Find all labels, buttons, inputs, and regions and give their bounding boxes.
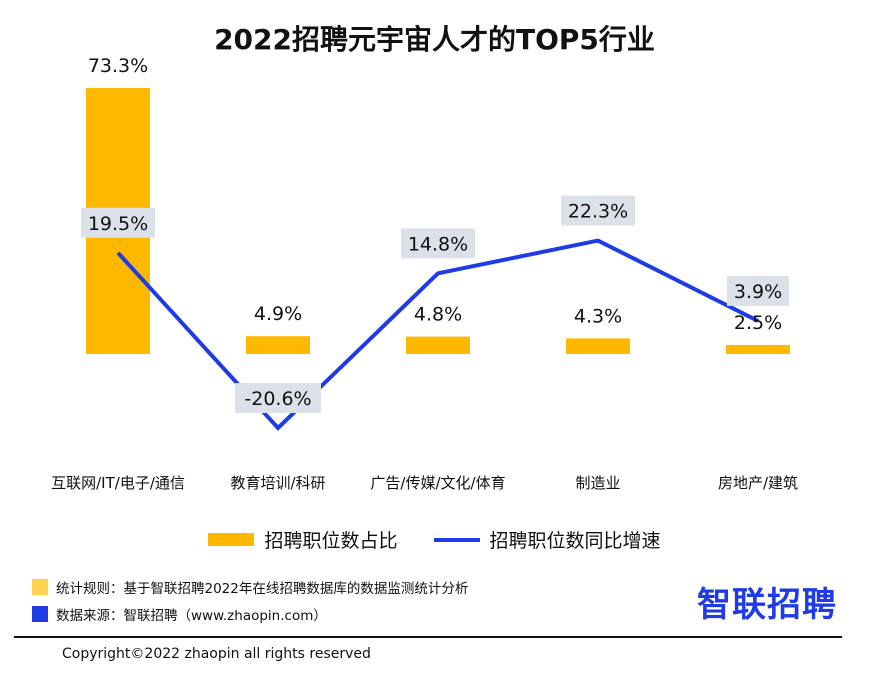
bar-4 xyxy=(726,344,790,354)
footer-divider xyxy=(14,636,842,638)
line-label-box-0 xyxy=(81,207,155,238)
category-label-1: 教育培训/科研 xyxy=(230,474,325,492)
bar-1 xyxy=(246,336,310,354)
legend-line-label: 招聘职位数同比增速 xyxy=(489,530,661,552)
copyright-text: Copyright©2022 zhaopin all rights reserv… xyxy=(62,646,371,662)
legend-line-swatch xyxy=(433,537,480,542)
line-label-1: -20.6% xyxy=(244,388,311,410)
rule-note-text: 统计规则：基于智联招聘2022年在线招聘数据库的数据监测统计分析 xyxy=(56,581,469,597)
bar-label-4: 2.5% xyxy=(734,312,782,334)
legend-bar-swatch xyxy=(208,533,255,546)
line-label-0: 19.5% xyxy=(88,213,148,235)
bar-label-2: 4.8% xyxy=(414,304,462,326)
brand-logo: 智联招聘 xyxy=(697,585,837,625)
legend-item-bar: 招聘职位数占比 xyxy=(208,526,398,553)
bar-label-1: 4.9% xyxy=(254,303,302,325)
line-label-3: 22.3% xyxy=(568,201,628,223)
line-label-box-4 xyxy=(727,275,789,306)
line-label-4: 3.9% xyxy=(734,281,782,303)
source-note: 数据来源：智联招聘（www.zhaopin.com） xyxy=(32,604,327,624)
bar-label-0: 73.3% xyxy=(88,55,148,77)
chart-legend: 招聘职位数占比 招聘职位数同比增速 xyxy=(0,526,869,553)
legend-bar-label: 招聘职位数占比 xyxy=(264,530,398,552)
growth-line xyxy=(116,238,759,431)
line-label-box-3 xyxy=(561,195,635,226)
source-note-square xyxy=(32,606,48,622)
line-label-2: 14.8% xyxy=(408,233,468,255)
bar-label-3: 4.3% xyxy=(574,305,622,327)
category-label-4: 房地产/建筑 xyxy=(718,474,798,492)
bar-3 xyxy=(566,338,630,354)
line-label-box-1 xyxy=(235,383,321,413)
category-label-0: 互联网/IT/电子/通信 xyxy=(51,474,185,492)
bar-2 xyxy=(406,336,470,354)
category-label-3: 制造业 xyxy=(575,474,620,492)
chart-title: 2022招聘元宇宙人才的TOP5行业 xyxy=(214,23,655,56)
chart-canvas: 73.3% 4.9% 4.8% 4.3% 2.5% 19.5% -20.6% 14.8% 22.… xyxy=(51,55,798,492)
category-label-2: 广告/传媒/文化/体育 xyxy=(370,474,505,492)
legend-item-line: 招聘职位数同比增速 xyxy=(433,526,661,553)
rule-note: 统计规则：基于智联招聘2022年在线招聘数据库的数据监测统计分析 xyxy=(32,577,468,597)
source-note-text: 数据来源：智联招聘（www.zhaopin.com） xyxy=(56,608,327,624)
line-label-box-2 xyxy=(401,228,475,259)
rule-note-square xyxy=(32,579,48,595)
